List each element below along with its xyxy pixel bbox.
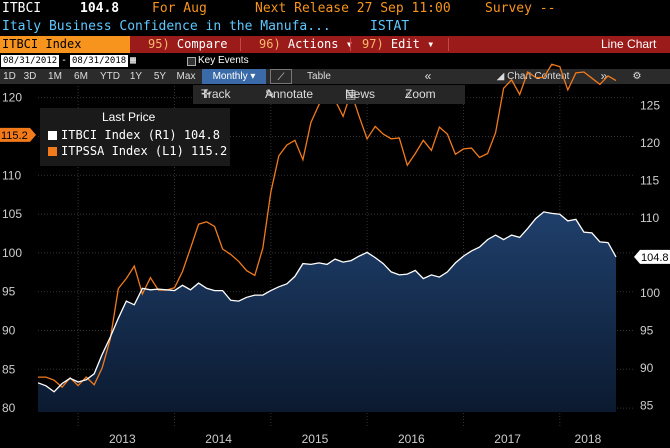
right-tick-label: 120 <box>640 136 660 150</box>
x-tick-label: 2017 <box>494 432 521 446</box>
legend-swatch-white <box>48 131 57 140</box>
security-field[interactable]: ITBCI Index <box>0 36 130 53</box>
actions-label: Actions <box>287 37 339 51</box>
collapse-right-icon[interactable]: » <box>600 69 608 83</box>
itpssa-last-value: 115.2 <box>1 130 28 142</box>
left-tick-label: 120 <box>2 91 22 105</box>
range-1d[interactable]: 1D <box>3 71 16 82</box>
calendar-icon[interactable]: ▦ <box>130 55 137 66</box>
x-axis: 2013 2014 2015 2016 2017 2018 <box>109 432 602 446</box>
news-label: News <box>345 87 376 101</box>
legend-swatch-orange <box>48 147 57 156</box>
chart-content-label: Chart Content <box>507 71 570 82</box>
range-6m[interactable]: 6M <box>74 71 88 82</box>
key-events-label: Key Events <box>198 55 249 66</box>
magnifier-icon: ⌕ <box>405 87 412 101</box>
zoom-label: Zoom <box>405 87 436 101</box>
left-tick-label: 90 <box>2 324 16 338</box>
itbci-last-value: 104.8 <box>641 252 669 264</box>
pencil-icon: ✎ <box>265 87 276 101</box>
range-5y[interactable]: 5Y <box>153 71 167 82</box>
right-tick-label: 100 <box>640 286 660 300</box>
survey-label: Survey -- <box>485 1 556 16</box>
legend-label-itpssa: ITPSSA Index (L1) 115.2 <box>61 144 228 158</box>
chart-type-label: Line Chart <box>601 37 657 51</box>
security-description: Italy Business Confidence in the Manufa.… <box>2 19 331 34</box>
range-3d[interactable]: 3D <box>23 71 37 82</box>
data-source: ISTAT <box>370 19 410 34</box>
table-button[interactable]: Table <box>307 71 331 82</box>
annotate-label: Annotate <box>265 87 314 101</box>
left-tick-label: 100 <box>2 246 22 260</box>
legend-title: Last Price <box>102 110 156 124</box>
right-tick-label: 110 <box>640 211 659 225</box>
chart-content-icon: ◢ <box>496 71 505 82</box>
x-tick-label: 2016 <box>398 432 425 446</box>
chart-tools-bar: ✛ Track ✎ Annotate ▤ News ⌕ Zoom <box>193 85 465 104</box>
frequency-label: Monthly <box>212 71 248 82</box>
left-tick-label: 85 <box>2 362 16 376</box>
left-tick-label: 110 <box>2 168 21 182</box>
actions-button[interactable]: 96) Actions ▾ <box>259 36 353 53</box>
compare-button[interactable]: 95) Compare <box>148 36 228 53</box>
date-range-dash: - <box>61 55 68 66</box>
x-tick-label: 2013 <box>109 432 136 446</box>
left-tick-label: 95 <box>2 285 16 299</box>
range-1m[interactable]: 1M <box>48 71 62 82</box>
edit-label: Edit <box>390 37 420 51</box>
next-release: Next Release 27 Sep 11:00 <box>255 1 451 16</box>
left-tick-label: 105 <box>2 207 22 221</box>
x-tick-label: 2014 <box>205 432 232 446</box>
command-bar: 95) Compare 96) Actions ▾ 97) Edit ▾ Lin… <box>0 36 670 53</box>
chart-content-button[interactable]: ◢ Chart Content <box>478 69 588 84</box>
actions-dropdown-icon: ▾ <box>346 37 353 51</box>
key-events-checkbox[interactable] <box>187 57 196 66</box>
x-tick-label: 2018 <box>575 432 602 446</box>
itpssa-last-tag <box>0 127 36 142</box>
ticker-symbol: ITBCI <box>2 1 42 16</box>
legend-item-itpssa[interactable]: ITPSSA Index (L1) 115.2 <box>48 144 227 159</box>
left-tick-label: 80 <box>2 401 16 415</box>
right-tick-label: 90 <box>640 361 654 375</box>
right-tick-label: 115 <box>640 173 659 187</box>
range-1y[interactable]: 1Y <box>129 71 143 82</box>
range-max[interactable]: Max <box>176 71 196 82</box>
last-value: 104.8 <box>80 1 120 16</box>
itbci-last-tag <box>634 249 670 264</box>
itbci-area-fill <box>38 211 616 412</box>
range-toolbar: 1D 3D 1M 6M YTD 1Y 5Y Max Monthly ▾ ⟋ Ta… <box>0 69 670 84</box>
right-tick-label: 125 <box>640 98 660 112</box>
period-label: For Aug <box>152 1 207 16</box>
end-date-field[interactable]: 08/31/2018 <box>70 55 129 67</box>
frequency-select[interactable]: Monthly ▾ <box>202 69 266 84</box>
right-tick-label: 85 <box>640 398 654 412</box>
edit-button[interactable]: 97) Edit ▾ <box>362 36 434 53</box>
collapse-left-icon[interactable]: « <box>424 69 432 83</box>
security-header: ITBCI 104.8 For Aug Next Release 27 Sep … <box>0 0 670 18</box>
edit-number: 97) <box>362 37 384 51</box>
settings-gear-icon[interactable]: ⚙ <box>632 71 642 82</box>
itbci-series-line <box>37 211 617 393</box>
x-tick-label: 2015 <box>302 432 329 446</box>
line-chart-icon[interactable]: ⟋ <box>270 69 292 84</box>
track-label: Track <box>201 87 231 101</box>
range-ytd[interactable]: YTD <box>100 71 120 82</box>
date-range-row: 08/31/2012 - 08/31/2018 ▦ Key Events <box>0 54 670 68</box>
legend-item-itbci[interactable]: ITBCI Index (R1) 104.8 <box>48 128 220 143</box>
right-tick-label: 95 <box>640 323 654 337</box>
compare-number: 95) <box>148 37 170 51</box>
compare-label: Compare <box>176 37 228 51</box>
crosshair-icon: ✛ <box>201 87 212 101</box>
start-date-field[interactable]: 08/31/2012 <box>1 55 60 67</box>
actions-number: 96) <box>259 37 281 51</box>
edit-dropdown-icon: ▾ <box>427 37 435 51</box>
last-value-markers: 115.2 104.8 <box>0 127 670 264</box>
chart-legend[interactable]: Last Price ITBCI Index (R1) 104.8 ITPSSA… <box>40 108 230 166</box>
description-header: Italy Business Confidence in the Manufa.… <box>0 18 670 36</box>
news-icon: ▤ <box>345 87 357 101</box>
legend-label-itbci: ITBCI Index (R1) 104.8 <box>61 128 220 142</box>
